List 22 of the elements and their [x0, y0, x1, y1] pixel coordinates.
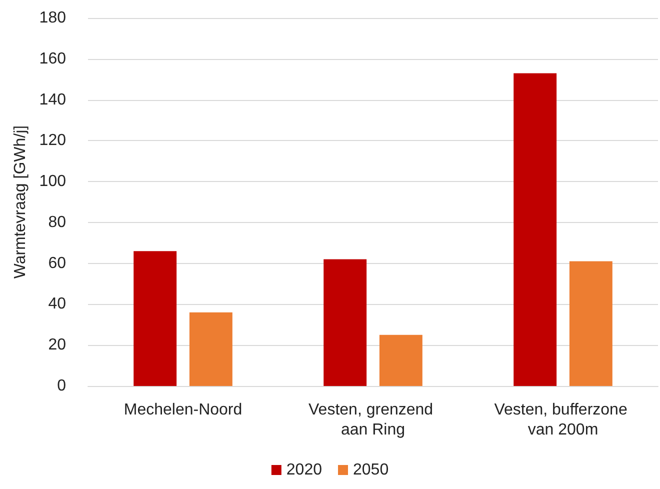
bar [324, 259, 367, 386]
y-tick-label: 20 [48, 336, 66, 354]
bar [569, 261, 612, 386]
x-tick-label: Vesten, grenzend aan Ring [308, 402, 438, 438]
y-axis-title: Warmtevraag [GWh/j] [12, 125, 29, 279]
y-tick-label: 60 [48, 254, 66, 272]
x-tick-label: Vesten, bufferzone van 200m [494, 402, 632, 438]
y-tick-label: 140 [39, 91, 66, 108]
x-tick-label: Mechelen-Noord [124, 402, 242, 418]
y-tick-label: 100 [39, 173, 66, 190]
y-tick-label: 0 [57, 378, 66, 394]
bar [134, 251, 177, 386]
y-tick-label: 180 [39, 10, 66, 26]
bar [514, 73, 557, 386]
y-tick-label: 160 [39, 50, 66, 68]
legend-label: 2050 [353, 462, 389, 478]
y-tick-label: 120 [39, 132, 66, 150]
y-tick-label: 40 [48, 296, 66, 313]
bar [379, 334, 422, 386]
y-tick-label: 80 [48, 214, 66, 231]
legend-label: 2020 [286, 462, 322, 478]
bar [189, 312, 232, 386]
